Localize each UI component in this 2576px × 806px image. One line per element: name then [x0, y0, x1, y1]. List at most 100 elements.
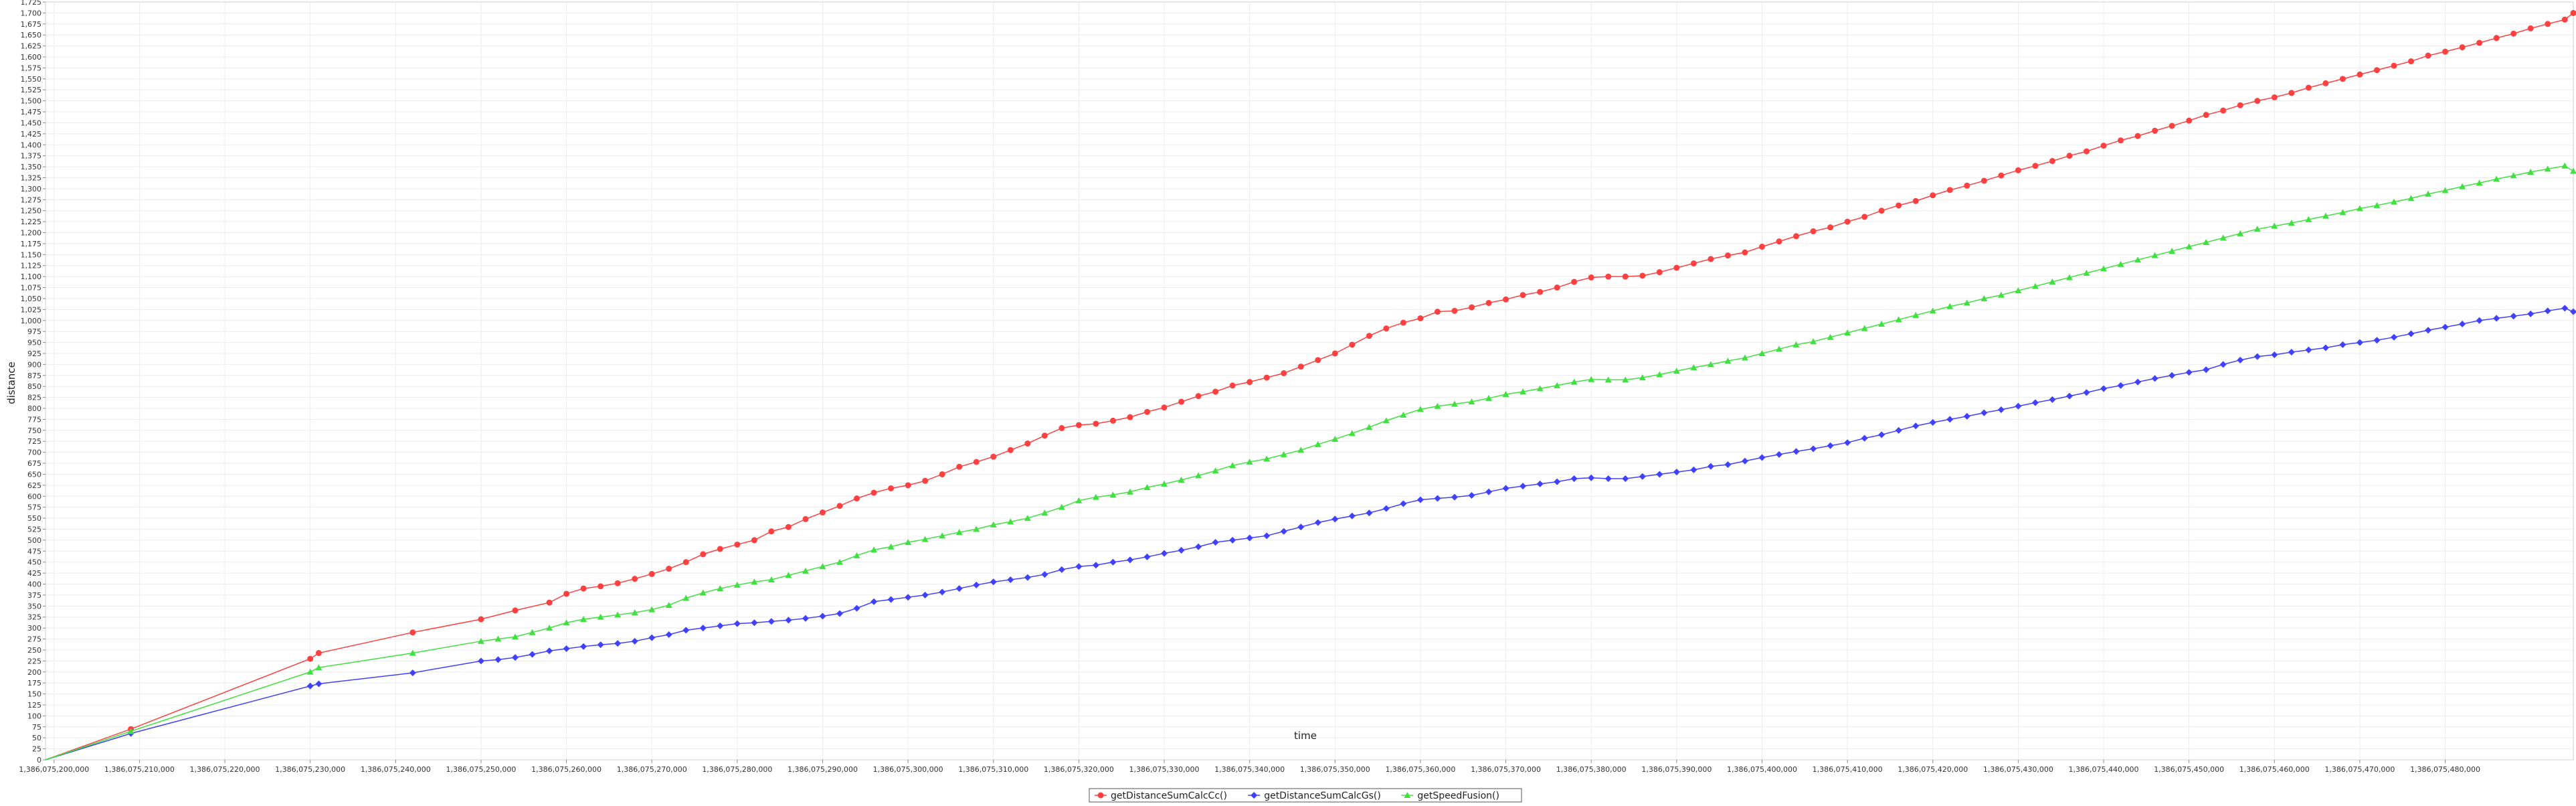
data-point: [1383, 325, 1389, 331]
x-axis-ticks: 1,386,075,200,000 1,386,075,210,000 1,386,…: [19, 760, 2480, 774]
data-point: [939, 471, 945, 477]
data-point: [2408, 58, 2414, 64]
data-point: [1400, 320, 1406, 326]
data-point: [1503, 297, 1509, 303]
data-point: [2254, 98, 2260, 104]
x-tick-label: 1,386,075,200,000: [19, 765, 89, 774]
y-tick-label: 250: [27, 646, 41, 655]
data-point: [734, 542, 740, 548]
y-tick-label: 300: [27, 624, 41, 633]
data-point: [2322, 80, 2328, 86]
data-point: [1947, 187, 1953, 193]
data-point: [1178, 399, 1184, 405]
data-point: [2306, 84, 2312, 90]
data-point: [1759, 244, 1765, 250]
data-point: [1366, 333, 1372, 339]
y-tick-label: 1,000: [21, 317, 42, 325]
y-tick-label: 1,675: [21, 20, 42, 29]
y-tick-label: 500: [27, 536, 41, 545]
x-tick-label: 1,386,075,460,000: [2239, 765, 2310, 774]
y-tick-label: 350: [27, 602, 41, 611]
x-tick-label: 1,386,075,360,000: [1385, 765, 1455, 774]
plot-background: [45, 2, 2573, 760]
y-axis-ticks: 0255075100125150175200225250275300325350…: [21, 0, 46, 764]
data-point: [1469, 305, 1475, 311]
data-point: [922, 478, 928, 484]
data-point: [649, 571, 655, 577]
data-point: [717, 546, 723, 552]
data-point: [956, 464, 962, 470]
data-point: [1435, 309, 1441, 315]
x-tick-label: 1,386,075,240,000: [361, 765, 431, 774]
data-point: [1776, 238, 1782, 244]
data-point: [1520, 292, 1526, 298]
data-point: [2357, 72, 2363, 78]
y-tick-label: 100: [27, 712, 41, 720]
y-tick-label: 1,125: [21, 262, 42, 270]
data-point: [768, 528, 774, 534]
y-tick-label: 275: [27, 635, 41, 644]
data-point: [974, 459, 980, 465]
data-point: [1093, 420, 1099, 426]
data-point: [1725, 252, 1731, 258]
data-point: [871, 490, 877, 496]
y-tick-label: 1,050: [21, 295, 42, 303]
data-point: [1298, 364, 1304, 370]
data-point: [2494, 35, 2500, 41]
y-tick-label: 950: [27, 339, 41, 347]
data-point: [1042, 432, 1048, 438]
y-tick-label: 1,075: [21, 284, 42, 293]
y-tick-label: 925: [27, 349, 41, 358]
y-tick-label: 175: [27, 679, 41, 688]
y-tick-label: 1,375: [21, 152, 42, 161]
x-tick-label: 1,386,075,250,000: [446, 765, 516, 774]
y-tick-label: 625: [27, 481, 41, 490]
data-point: [1212, 389, 1218, 395]
x-tick-label: 1,386,075,210,000: [104, 765, 175, 774]
x-tick-label: 1,386,075,450,000: [2154, 765, 2224, 774]
y-tick-label: 525: [27, 525, 41, 534]
x-tick-label: 1,386,075,300,000: [873, 765, 943, 774]
y-tick-label: 1,550: [21, 75, 42, 84]
data-point: [2460, 44, 2466, 50]
data-point: [2340, 76, 2346, 82]
y-tick-label: 775: [27, 415, 41, 424]
y-tick-label: 600: [27, 492, 41, 501]
x-tick-label: 1,386,075,330,000: [1129, 765, 1200, 774]
data-point: [2118, 137, 2124, 143]
data-point: [1008, 447, 1014, 453]
data-point: [1861, 214, 1867, 220]
legend-swatch-marker: [1098, 793, 1104, 799]
data-point: [1554, 285, 1560, 291]
data-point: [2049, 158, 2055, 164]
data-point: [1162, 404, 1168, 410]
data-point: [2528, 25, 2534, 31]
y-tick-label: 375: [27, 591, 41, 600]
data-point: [1691, 260, 1697, 266]
data-point: [409, 629, 416, 635]
data-point: [2186, 118, 2192, 124]
data-point: [2237, 102, 2243, 108]
data-point: [563, 590, 569, 596]
y-tick-label: 1,725: [21, 0, 42, 7]
data-point: [1127, 414, 1133, 420]
data-point: [1708, 256, 1714, 262]
y-axis-label: distance: [5, 361, 17, 404]
data-point: [1059, 425, 1065, 431]
y-tick-label: 1,300: [21, 185, 42, 193]
data-point: [1981, 178, 1987, 184]
x-tick-label: 1,386,075,400,000: [1727, 765, 1797, 774]
data-point: [547, 600, 553, 606]
data-point: [1673, 265, 1679, 271]
x-tick-label: 1,386,075,270,000: [617, 765, 687, 774]
data-point: [837, 503, 843, 509]
y-tick-label: 750: [27, 426, 41, 435]
x-tick-label: 1,386,075,280,000: [702, 765, 772, 774]
y-tick-label: 1,600: [21, 53, 42, 62]
x-tick-label: 1,386,075,420,000: [1898, 765, 1968, 774]
legend-item-1: getDistanceSumCalcCc(): [1095, 791, 1227, 801]
x-tick-label: 1,386,075,430,000: [1983, 765, 2053, 774]
data-point: [1247, 379, 1253, 385]
